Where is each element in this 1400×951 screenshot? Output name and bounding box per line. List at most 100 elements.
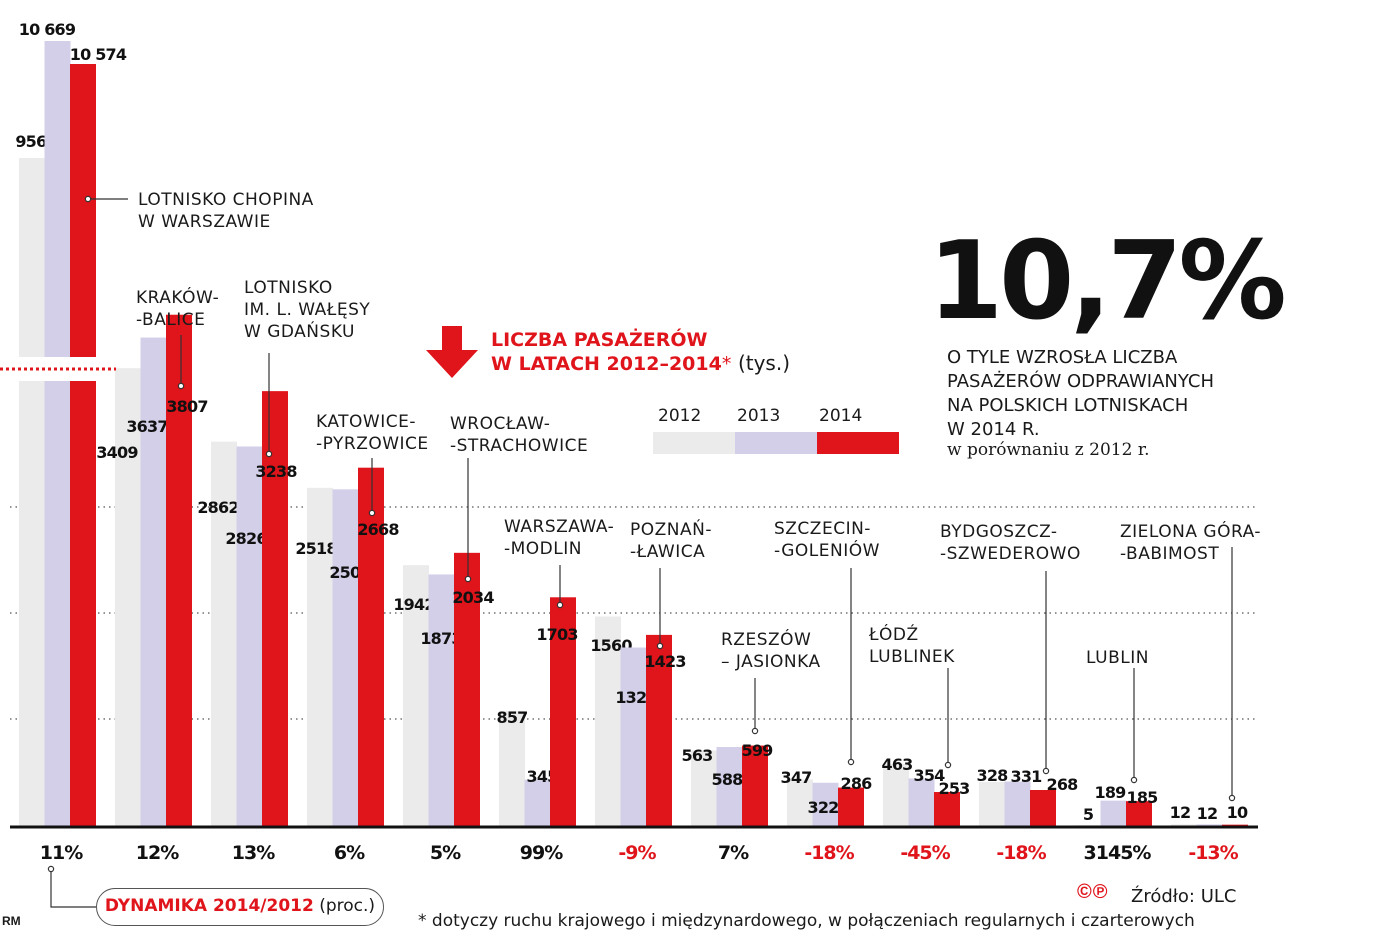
dynamics-value: -45% [900,842,950,864]
legend-swatch-2014 [817,432,899,454]
chart-headline: LICZBA PASAŻERÓW W LATACH 2012–2014* (ty… [491,329,790,376]
airport-name-line: -ŁAWICA [630,542,706,562]
dynamics-connector [50,872,96,908]
value-label: 322 [808,798,839,817]
value-label: 2034 [452,588,494,607]
value-label: 189 [1095,783,1127,802]
airport-name-line: LUBLIN [1086,648,1149,668]
bar-2013 [716,747,743,826]
leader-dot [177,382,185,390]
legend-year-2013: 2013 [737,406,781,426]
bar-2012 [307,487,333,826]
bar-2013 [812,782,839,826]
leader-dot [847,758,855,766]
highlight-description: O TYLE WZROSŁA LICZBA PASAŻERÓW ODPRAWIA… [947,346,1214,442]
leader-dot [84,195,92,203]
airport-name-line: RZESZÓW [721,630,812,650]
bar-2013 [332,489,359,826]
airport-name-line: -SZWEDEROWO [940,544,1081,564]
airport-name: KATOWICE- -PYRZOWICE [316,411,429,455]
airport-name-line: W WARSZAWIE [138,212,271,232]
leader-dot [1042,767,1050,775]
bar-2014 [742,745,768,826]
highlight-value: 10,7% [928,219,1287,344]
leader-dot [944,761,952,769]
bar-2012 [1171,824,1197,826]
leader-dot [368,509,376,517]
dynamics-value: 6% [334,842,365,864]
bar-2012 [787,779,813,826]
value-label: 253 [939,779,970,798]
airport-name-line: IM. L. WAŁĘSY [244,300,371,320]
dynamics-value: 99% [520,842,563,864]
highlight-line: W 2014 R. [947,419,1040,440]
dynamics-value: 12% [136,842,179,864]
bar-2014 [934,792,960,826]
value-label: 1703 [536,625,577,644]
airport-name-line: KATOWICE- [316,412,416,432]
value-label: 354 [914,766,946,785]
dynamics-value: 11% [40,842,83,864]
leader-dot [1228,794,1236,802]
bar-2013 [44,41,71,826]
highlight-sub: w porównaniu z 2012 r. [947,440,1150,460]
airport-name-line: -MODLIN [504,539,582,559]
copyright-icon: ©℗ [1077,881,1109,903]
bar-2012 [595,616,621,826]
bar-2013 [620,647,647,826]
leader-dot [751,727,759,735]
highlight-line: O TYLE WZROSŁA LICZBA [947,347,1178,368]
bar-2014 [358,467,384,826]
legend-year-2012: 2012 [658,406,702,426]
value-label: 3807 [166,397,207,416]
down-arrow-icon [426,326,478,378]
value-label: 12 [1170,803,1191,822]
bar-2012 [115,368,141,826]
bar-2014 [166,314,192,826]
bar-2013 [1100,800,1127,826]
value-label: 5 [1083,805,1094,824]
dynamics-label: DYNAMIKA 2014/2012 (proc.) [96,888,384,926]
value-label: 3238 [255,462,297,481]
value-label: 2518 [295,539,337,558]
dynamics-label-rest: (proc.) [319,896,376,916]
dynamics-value: -18% [996,842,1046,864]
airport-name: LOTNISKO IM. L. WAŁĘSY W GDAŃSKU [244,277,370,343]
headline-line1: LICZBA PASAŻERÓW [491,329,708,351]
value-label: 2826 [225,529,267,548]
value-label: 463 [882,755,913,774]
airport-name-line: LOTNISKO CHOPINA [138,190,314,210]
airport-name-line: ŁÓDŹ [869,625,919,645]
value-label: 328 [977,766,1009,785]
bar-2013 [140,337,167,826]
airport-name-line: POZNAŃ- [630,520,712,540]
dynamics-label-bold: DYNAMIKA 2014/2012 [104,896,314,916]
value-label: 12 [1197,804,1218,823]
airport-name: SZCZECIN- -GOLENIÓW [774,518,880,562]
bar-2014 [1126,801,1152,826]
bar-2014 [1030,790,1056,826]
highlight-line: NA POLSKICH LOTNISKACH [947,395,1189,416]
airport-name-line: -BABIMOST [1120,544,1220,564]
bar-2014 [550,597,576,826]
bar-2012 [883,763,909,826]
value-label: 2862 [197,498,238,517]
airport-name: WARSZAWA- -MODLIN [504,516,614,560]
leader-dot [265,450,273,458]
airport-name-line: WROCŁAW- [450,414,551,434]
legend-swatch-2013 [735,432,817,454]
bar-2012 [499,710,525,826]
value-label: 286 [841,774,873,793]
headline-line2-text: W LATACH 2012–2014 [491,353,722,375]
footnote: * dotyczy ruchu krajowego i międzynardow… [418,911,1195,931]
bar-2014 [70,64,96,826]
bar-2013 [524,779,551,826]
legend-swatch-2012 [653,432,735,454]
bar-2014 [262,391,288,826]
value-label: 10 574 [70,45,127,64]
bar-2012 [211,441,237,826]
bar-2013 [1196,824,1223,826]
airport-name-line: -STRACHOWICE [450,436,589,456]
value-label: 1873 [420,629,461,648]
